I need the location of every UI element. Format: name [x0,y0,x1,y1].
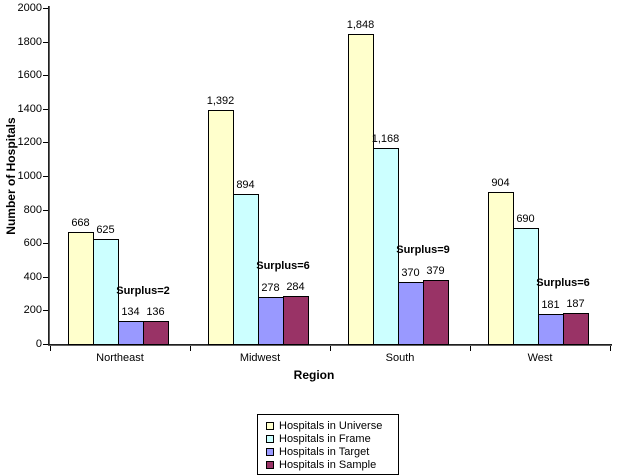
legend-swatch-hospitals-in-target [266,447,274,456]
bar-hospitals-in-sample [143,321,169,345]
bar-value-label: 625 [96,224,115,236]
bar-hospitals-in-frame [233,193,259,345]
y-tick-label: 800 [23,203,42,216]
y-tick-label: 0 [35,338,42,350]
bar-value-label: 690 [516,213,535,226]
legend-swatch-hospitals-in-universe [266,421,274,430]
legend-item: Hospitals in Sample [266,458,398,471]
bar-value-label: 1,168 [371,132,400,145]
y-axis-line [48,6,50,346]
x-tick-mark [50,346,51,351]
bar-hospitals-in-universe [208,110,234,345]
x-category-label: Midwest [239,352,281,364]
x-tick-mark [610,346,611,351]
x-axis-line [48,344,612,346]
bar-value-label: 1,848 [346,18,375,31]
bar-hospitals-in-target [118,321,144,345]
x-axis-title: Region [293,368,335,382]
y-tick-label: 1400 [17,102,42,115]
y-tick-label: 400 [23,270,42,283]
bar-value-label: 278 [261,282,280,295]
bar-value-label: 379 [426,265,445,278]
y-tick-label: 1200 [17,136,42,149]
y-tick-label: 200 [23,304,42,317]
bar-hospitals-in-frame [373,147,399,345]
bar-value-label: 904 [491,177,510,190]
bar-value-label: 284 [286,281,305,294]
legend-item: Hospitals in Universe [266,419,398,432]
bar-hospitals-in-target [538,313,564,345]
y-tick-mark [43,276,48,278]
bar-value-label: 668 [71,216,90,229]
bar-hospitals-in-universe [348,33,374,345]
legend-swatch-hospitals-in-frame [266,434,274,443]
y-tick-mark [43,243,48,245]
legend-label: Hospitals in Universe [279,419,383,432]
bar-hospitals-in-sample [283,296,309,345]
y-tick-label: 2000 [17,2,42,14]
bar-value-label: 181 [541,298,560,311]
y-tick-mark [43,41,48,43]
y-tick-mark [43,75,48,77]
legend-item: Hospitals in Frame [266,432,398,445]
bar-value-label: 187 [566,297,585,310]
x-tick-mark [330,346,331,351]
y-tick-mark [43,344,48,345]
legend-label: Hospitals in Target [279,445,370,458]
bar-value-label: 136 [146,306,165,319]
y-tick-mark [43,8,48,9]
x-category-label: South [385,352,415,364]
y-tick-label: 1600 [17,69,42,82]
y-tick-mark [43,310,48,312]
legend-swatch-hospitals-in-sample [266,460,274,469]
legend-label: Hospitals in Frame [279,432,371,445]
bar-hospitals-in-frame [513,228,539,345]
legend-item: Hospitals in Target [266,445,398,458]
bar-hospitals-in-frame [93,239,119,345]
bar-hospitals-in-universe [488,192,514,345]
bar-value-label: 1,392 [206,95,235,108]
bar-value-label: 894 [236,178,255,191]
surplus-annotation: Surplus=2 [116,285,170,298]
legend: Hospitals in Universe Hospitals in Frame H… [257,414,399,475]
y-tick-label: 1800 [17,35,42,48]
bar-value-label: 134 [121,306,140,319]
bar-hospitals-in-sample [423,280,449,345]
y-tick-mark [43,176,48,177]
y-tick-label: 600 [23,237,42,250]
legend-label: Hospitals in Sample [279,458,377,471]
bar-hospitals-in-sample [563,312,589,345]
y-tick-label: 1000 [17,170,42,182]
x-category-label: Northeast [96,352,144,364]
bar-hospitals-in-target [258,297,284,345]
bar-value-label: 370 [401,266,420,279]
bar-hospitals-in-target [398,281,424,345]
x-category-label: West [527,352,553,364]
x-tick-mark [190,346,191,351]
surplus-annotation: Surplus=6 [256,260,310,273]
bar-hospitals-in-universe [68,231,94,345]
x-tick-mark [470,346,471,351]
surplus-annotation: Surplus=6 [536,276,590,289]
y-tick-mark [43,209,48,211]
y-tick-mark [43,108,48,110]
surplus-annotation: Surplus=9 [396,244,450,257]
y-tick-mark [43,142,48,144]
